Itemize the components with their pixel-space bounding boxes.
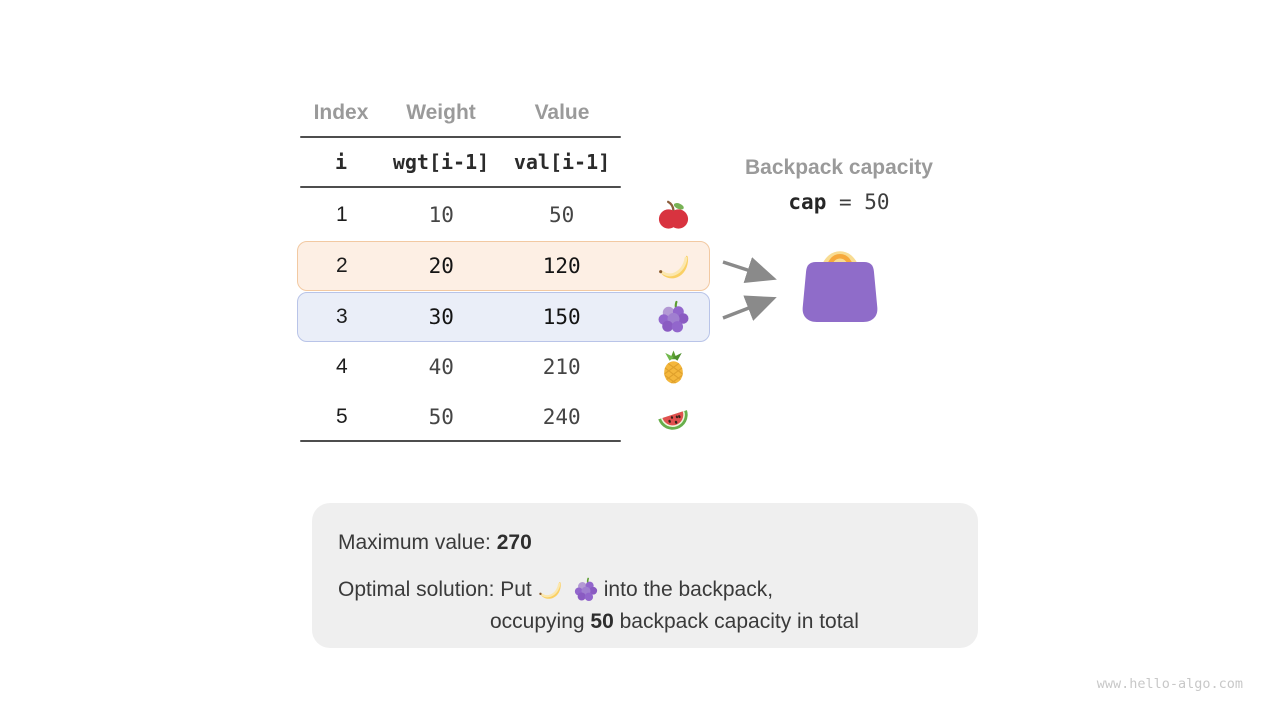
- code-header-i: i: [334, 150, 348, 174]
- arrow-right-icon: [722, 295, 777, 321]
- watermelon-icon: [626, 400, 709, 435]
- table-code-header: i wgt[i-1] val[i-1]: [297, 138, 710, 186]
- row-index: 1: [335, 203, 348, 226]
- backpack-capacity-title: Backpack capacity: [745, 156, 933, 179]
- optimal-solution-prefix: Optimal solution: Put: [338, 578, 532, 601]
- table-row: 1 10 50: [297, 190, 710, 240]
- watermark: www.hello-algo.com: [1096, 676, 1243, 692]
- table-column-headers: Index Weight Value: [297, 91, 710, 135]
- capacity-code-line: cap = 50: [714, 190, 964, 214]
- table-row: 4 40 210: [297, 342, 710, 392]
- row-index: 2: [335, 254, 348, 277]
- code-header-val: val[i-1]: [513, 150, 611, 174]
- table-row-highlight-orange: 2 20 120: [297, 241, 710, 291]
- max-value-label: Maximum value:: [338, 531, 497, 554]
- occupancy-post: backpack capacity in total: [613, 610, 859, 633]
- column-header-value: Value: [534, 101, 590, 124]
- row-value: 120: [542, 254, 581, 278]
- capacity-value: 50: [864, 190, 890, 214]
- table-rule-bottom: [300, 440, 621, 442]
- row-value: 240: [542, 405, 581, 429]
- arrows-into-backpack: [722, 257, 777, 321]
- summary-box: Maximum value: 270 Optimal solution: Put…: [312, 503, 978, 648]
- code-header-wgt: wgt[i-1]: [392, 150, 490, 174]
- grapes-icon: [626, 300, 709, 335]
- handbag-icon: [802, 251, 878, 322]
- row-weight: 10: [428, 203, 454, 227]
- row-value: 210: [542, 355, 581, 379]
- column-header-index: Index: [313, 101, 369, 124]
- capacity-var: cap: [788, 190, 827, 214]
- max-value-number: 270: [496, 531, 532, 554]
- grapes-icon: [573, 577, 599, 603]
- table-row: 5 50 240: [297, 392, 710, 442]
- row-weight: 50: [428, 405, 454, 429]
- row-weight: 30: [428, 305, 454, 329]
- max-value-line: Maximum value: 270: [338, 531, 532, 555]
- row-value: 50: [549, 203, 575, 227]
- occupancy-number: 50: [590, 610, 614, 633]
- row-value: 150: [542, 305, 581, 329]
- table-rule-mid: [300, 186, 621, 188]
- banana-icon: [537, 577, 563, 603]
- row-index: 3: [335, 305, 348, 328]
- pineapple-icon: [626, 350, 709, 385]
- optimal-solution-suffix: into the backpack,: [603, 578, 774, 601]
- occupancy-pre: occupying: [490, 610, 591, 633]
- capacity-eq: =: [826, 190, 865, 214]
- row-index: 5: [335, 405, 348, 428]
- column-header-weight: Weight: [406, 101, 476, 124]
- row-weight: 20: [428, 254, 454, 278]
- table-rule-top: [300, 136, 621, 138]
- table-row-highlight-blue: 3 30 150: [297, 292, 710, 342]
- row-index: 4: [335, 355, 348, 378]
- row-weight: 40: [428, 355, 454, 379]
- arrow-right-icon: [722, 257, 777, 284]
- banana-icon: [626, 249, 709, 284]
- occupancy-line: occupying 50 backpack capacity in total: [490, 610, 859, 634]
- optimal-solution-line: Optimal solution: Put into the backpack,: [338, 574, 773, 606]
- apple-icon: [626, 198, 709, 233]
